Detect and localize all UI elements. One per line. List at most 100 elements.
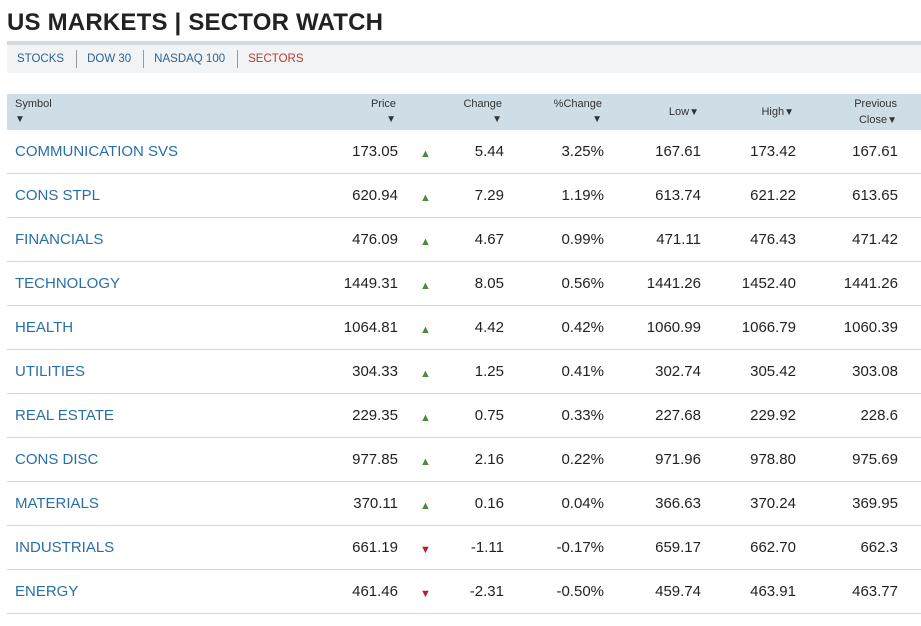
price-value: 461.46	[352, 583, 398, 600]
sort-arrow-icon: ▼	[689, 107, 699, 118]
column-header-high[interactable]: High▼	[761, 104, 794, 121]
high-value: 463.91	[750, 583, 796, 600]
sort-arrow-icon: ▼	[887, 115, 897, 126]
change-value: 0.75	[474, 407, 504, 424]
high-value: 229.92	[750, 407, 796, 424]
column-header-change[interactable]: Change ▼	[463, 96, 502, 128]
low-value: 302.74	[655, 363, 701, 380]
tab-dow-30[interactable]: DOW 30	[77, 50, 145, 68]
market-tabs: STOCKS DOW 30 NASDAQ 100 SECTORS	[7, 45, 921, 73]
change-value: 8.05	[474, 275, 504, 292]
column-label-pct-change: %Change	[553, 98, 602, 110]
up-arrow-icon: ▲	[420, 412, 431, 424]
symbol-link[interactable]: REAL ESTATE	[15, 407, 114, 424]
up-arrow-icon: ▲	[420, 236, 431, 248]
table-row: UTILITIES 304.33 ▲ 1.25 0.41% 302.74 305.42 303…	[7, 350, 921, 394]
high-value: 1066.79	[741, 319, 796, 336]
low-value: 1060.99	[646, 319, 701, 336]
pct-change-value: 0.22%	[561, 451, 604, 468]
change-value: 2.16	[474, 451, 504, 468]
table-row: INDUSTRIALS 661.19 ▼ -1.11 -0.17% 659.17 662.7…	[7, 526, 921, 570]
price-value: 476.09	[352, 231, 398, 248]
sort-arrow-icon: ▼	[784, 107, 794, 118]
tab-sectors[interactable]: SECTORS	[248, 53, 304, 65]
down-arrow-icon: ▼	[420, 588, 431, 600]
pct-change-value: 0.56%	[561, 275, 604, 292]
up-arrow-icon: ▲	[420, 192, 431, 204]
pct-change-value: 0.33%	[561, 407, 604, 424]
symbol-link[interactable]: COMMUNICATION SVS	[15, 143, 179, 160]
previous-close-value: 463.77	[852, 583, 898, 600]
column-label-symbol: Symbol	[15, 98, 52, 110]
column-header-pct-change[interactable]: %Change ▼	[554, 96, 602, 128]
change-value: 1.25	[474, 363, 504, 380]
table-row: TECHNOLOGY 1449.31 ▲ 8.05 0.56% 1441.26 1452.4…	[7, 262, 921, 306]
tab-stocks[interactable]: STOCKS	[7, 50, 78, 68]
high-value: 173.42	[750, 143, 796, 160]
pct-change-value: -0.17%	[556, 539, 604, 556]
up-arrow-icon: ▲	[420, 148, 431, 160]
previous-close-value: 975.69	[852, 451, 898, 468]
symbol-link[interactable]: INDUSTRIALS	[15, 539, 115, 556]
table-row: MATERIALS 370.11 ▲ 0.16 0.04% 366.63 370.24 369…	[7, 482, 921, 526]
change-value: -2.31	[469, 583, 504, 600]
pct-change-value: 0.41%	[561, 363, 604, 380]
up-arrow-icon: ▲	[420, 324, 431, 336]
price-value: 1449.31	[343, 275, 398, 292]
table-row: ENERGY 461.46 ▼ -2.31 -0.50% 459.74 463.91 463.…	[7, 570, 921, 614]
sort-arrow-icon: ▼	[492, 114, 502, 125]
low-value: 366.63	[655, 495, 701, 512]
low-value: 227.68	[655, 407, 701, 424]
symbol-link[interactable]: CONS STPL	[15, 187, 101, 204]
previous-close-value: 303.08	[852, 363, 898, 380]
column-label-high: High	[761, 106, 785, 118]
column-header-price[interactable]: Price ▼	[371, 96, 396, 128]
pct-change-value: -0.50%	[556, 583, 604, 600]
symbol-link[interactable]: CONS DISC	[15, 451, 99, 468]
low-value: 167.61	[655, 143, 701, 160]
high-value: 978.80	[750, 451, 796, 468]
column-label-low: Low	[668, 106, 690, 118]
pct-change-value: 1.19%	[561, 187, 604, 204]
tab-nasdaq-100[interactable]: NASDAQ 100	[144, 50, 239, 68]
column-label-close: Close	[858, 114, 888, 126]
high-value: 476.43	[750, 231, 796, 248]
previous-close-value: 613.65	[852, 187, 898, 204]
price-value: 1064.81	[343, 319, 398, 336]
low-value: 459.74	[655, 583, 701, 600]
symbol-link[interactable]: FINANCIALS	[15, 231, 104, 248]
table-body: COMMUNICATION SVS 173.05 ▲ 5.44 3.25% 167.61 1…	[7, 130, 921, 614]
table-row: FINANCIALS 476.09 ▲ 4.67 0.99% 471.11 476.43 47…	[7, 218, 921, 262]
table-header: Symbol ▼ Price ▼ Change ▼ %Change ▼ Low▼…	[7, 94, 921, 130]
change-value: 4.67	[474, 231, 504, 248]
pct-change-value: 0.04%	[561, 495, 604, 512]
symbol-link[interactable]: MATERIALS	[15, 495, 99, 512]
high-value: 370.24	[750, 495, 796, 512]
change-value: -1.11	[470, 539, 504, 556]
column-header-low[interactable]: Low▼	[669, 104, 699, 121]
sort-arrow-icon: ▼	[592, 114, 602, 125]
low-value: 971.96	[655, 451, 701, 468]
up-arrow-icon: ▲	[420, 500, 431, 512]
symbol-link[interactable]: TECHNOLOGY	[15, 275, 121, 292]
previous-close-value: 471.42	[852, 231, 898, 248]
table-row: CONS STPL 620.94 ▲ 7.29 1.19% 613.74 621.22 613…	[7, 174, 921, 218]
price-value: 229.35	[352, 407, 398, 424]
sort-arrow-icon: ▼	[15, 114, 25, 125]
page-title: US MARKETS | SECTOR WATCH	[7, 9, 384, 36]
table-row: COMMUNICATION SVS 173.05 ▲ 5.44 3.25% 167.61 1…	[7, 130, 921, 174]
column-header-previous-close[interactable]: Previous Close▼	[854, 96, 897, 129]
previous-close-value: 1441.26	[843, 275, 898, 292]
price-value: 661.19	[352, 539, 398, 556]
low-value: 471.11	[656, 231, 701, 248]
price-value: 173.05	[352, 143, 398, 160]
symbol-link[interactable]: HEALTH	[15, 319, 74, 336]
table-row: CONS DISC 977.85 ▲ 2.16 0.22% 971.96 978.80 975…	[7, 438, 921, 482]
price-value: 620.94	[352, 187, 398, 204]
symbol-link[interactable]: UTILITIES	[15, 363, 86, 380]
high-value: 662.70	[750, 539, 796, 556]
sector-table: Symbol ▼ Price ▼ Change ▼ %Change ▼ Low▼…	[7, 94, 921, 614]
symbol-link[interactable]: ENERGY	[15, 583, 79, 600]
column-label-price: Price	[370, 98, 396, 110]
column-header-symbol[interactable]: Symbol ▼	[15, 96, 52, 128]
